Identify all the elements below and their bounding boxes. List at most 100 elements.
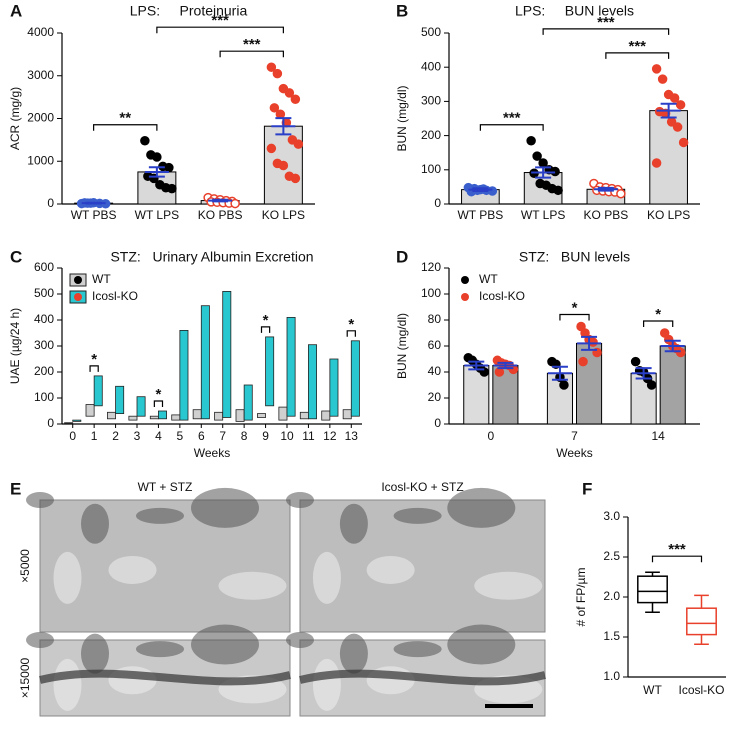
- significance-label: ***: [211, 12, 229, 29]
- range-bar: [321, 410, 331, 421]
- texture: [53, 658, 82, 711]
- legend-marker: [461, 276, 469, 284]
- legend-marker: [74, 276, 82, 284]
- data-point: [266, 143, 277, 154]
- range-bar: [72, 419, 82, 422]
- y-tick-label: 60: [428, 338, 442, 352]
- y-tick-label: 100: [421, 162, 441, 176]
- column-label: Icosl-KO + STZ: [381, 480, 463, 494]
- x-tick-label: WT: [643, 683, 662, 697]
- texture: [26, 492, 54, 508]
- data-point: [167, 183, 177, 194]
- data-point: [672, 122, 683, 132]
- y-axis-label: UAE (µg/24 h): [8, 308, 22, 384]
- texture: [26, 632, 54, 648]
- significance-label: *: [91, 351, 97, 368]
- data-point: [675, 347, 686, 358]
- data-point: [578, 356, 588, 367]
- texture: [191, 487, 259, 528]
- box: [686, 607, 717, 636]
- row-label: ×15000: [18, 657, 32, 698]
- range-bar: [299, 411, 309, 420]
- y-tick-label: 600: [34, 260, 54, 274]
- data-point: [266, 62, 277, 72]
- data-point: [678, 137, 689, 148]
- texture: [81, 503, 109, 544]
- data-point: [646, 380, 657, 390]
- range-bar: [342, 409, 352, 420]
- x-tick-label: 4: [155, 429, 162, 443]
- data-point: [669, 93, 680, 103]
- range-bar: [329, 358, 339, 417]
- box: [637, 575, 668, 604]
- y-tick-label: 0: [47, 196, 54, 210]
- data-point: [230, 198, 240, 209]
- texture: [218, 571, 287, 600]
- x-tick-label: 6: [198, 429, 205, 443]
- y-axis-label: BUN (mg/dl): [395, 313, 409, 379]
- data-point: [553, 185, 563, 196]
- data-point: [538, 158, 548, 168]
- significance-label: **: [119, 110, 131, 127]
- chart-title: STZ: BUN levels: [519, 249, 630, 265]
- legend-label: WT: [479, 272, 498, 286]
- significance-label: ***: [597, 14, 615, 31]
- error-bar: [577, 335, 602, 351]
- x-axis-label: Weeks: [194, 446, 230, 460]
- chart-title: LPS: Proteinuria: [130, 3, 248, 19]
- range-bar: [107, 411, 116, 420]
- range-bar: [115, 385, 125, 414]
- y-tick-label: 3000: [27, 68, 54, 82]
- texture: [108, 555, 157, 584]
- x-tick-label: 7: [571, 429, 578, 443]
- x-tick-label: 0: [69, 429, 76, 443]
- x-tick-label: 5: [177, 429, 184, 443]
- x-tick-label: KO PBS: [198, 208, 243, 222]
- data-point: [508, 364, 519, 375]
- range-bar: [179, 329, 189, 421]
- range-bar: [214, 411, 224, 421]
- texture: [286, 492, 314, 508]
- y-tick-label: 0: [434, 416, 441, 430]
- data-point: [532, 151, 542, 161]
- range-bar: [350, 340, 360, 417]
- y-tick-label: 120: [421, 260, 441, 274]
- range-bar: [243, 384, 253, 421]
- significance-label: ***: [668, 541, 686, 558]
- data-point: [284, 88, 295, 98]
- texture: [447, 487, 516, 528]
- texture: [136, 507, 184, 524]
- x-tick-label: 0: [487, 429, 494, 443]
- y-axis-label: BUN (mg/dl): [395, 85, 409, 151]
- y-tick-label: 1.5: [603, 629, 620, 643]
- range-bar: [192, 409, 202, 420]
- texture: [393, 507, 442, 524]
- panel-label: E: [10, 479, 21, 498]
- significance-bracket: [605, 52, 670, 59]
- data-point: [272, 68, 283, 79]
- chart-title: LPS: BUN levels: [515, 3, 634, 19]
- legend-label: Icosl-KO: [92, 289, 138, 303]
- y-axis-label: ACR (mg/g): [8, 87, 22, 150]
- significance-bracket: [93, 124, 158, 131]
- panel-label: C: [10, 247, 22, 266]
- significance-label: *: [156, 386, 162, 403]
- range-bar: [128, 415, 138, 421]
- range-bar: [158, 410, 167, 420]
- y-tick-label: 100: [421, 286, 441, 300]
- y-tick-label: 80: [428, 312, 442, 326]
- data-point: [278, 160, 289, 171]
- data-point: [293, 139, 304, 149]
- y-tick-label: 1000: [27, 153, 54, 167]
- x-tick-label: 8: [241, 429, 248, 443]
- legend-label: Icosl-KO: [479, 289, 525, 303]
- y-tick-label: 500: [421, 25, 441, 39]
- significance-bracket: [651, 555, 703, 563]
- legend-label: WT: [92, 272, 111, 286]
- x-tick-label: KO LPS: [647, 208, 690, 222]
- texture: [447, 624, 516, 665]
- x-tick-label: KO LPS: [262, 208, 305, 222]
- data-point: [675, 100, 686, 110]
- range-bar: [149, 415, 159, 420]
